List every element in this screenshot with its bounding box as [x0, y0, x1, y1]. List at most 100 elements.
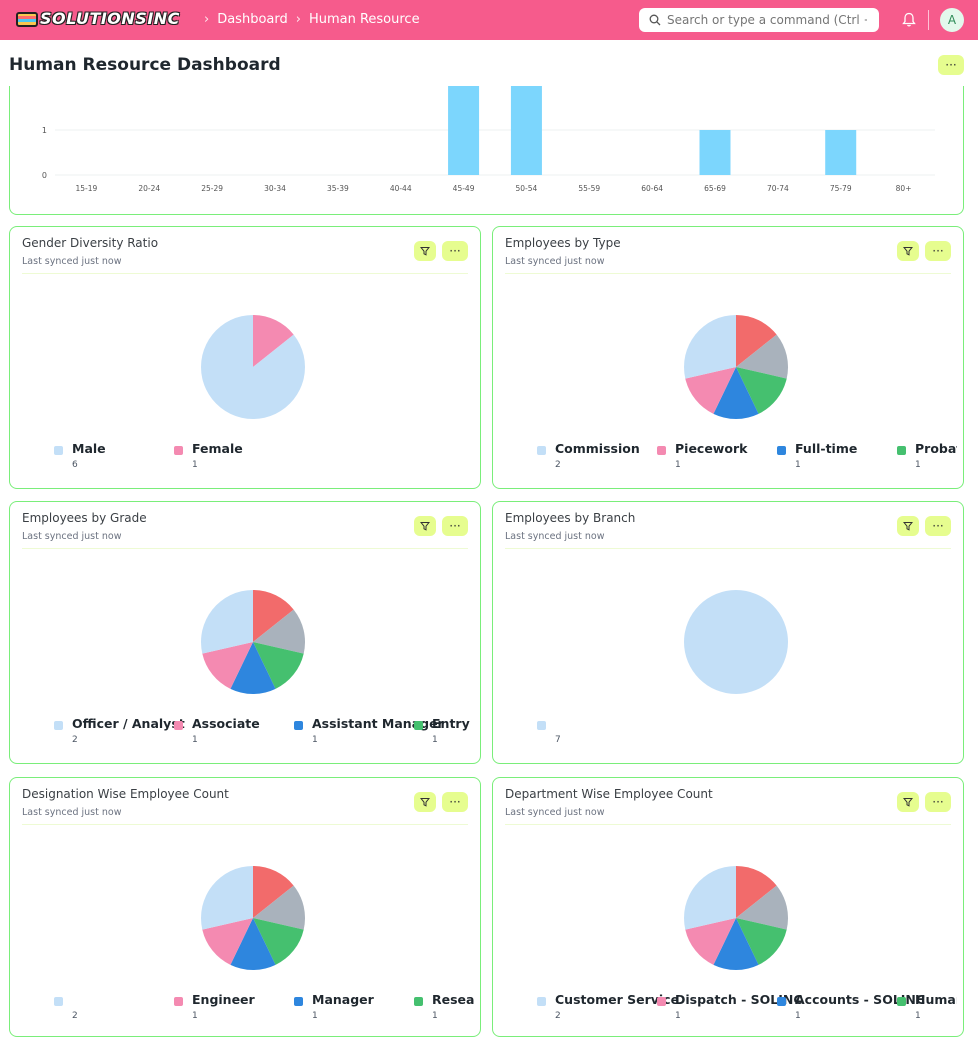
chart-card: Employees by Grade Last synced just now ··… [9, 501, 481, 764]
chart-legend: Customer Service 2 Dispatch - SOLINC 1 Accou… [537, 992, 957, 1032]
logo-text: SOLUTIONSINC [40, 9, 180, 28]
legend-swatch [174, 997, 183, 1006]
pie-slice[interactable] [253, 315, 294, 367]
pie-slice[interactable] [713, 367, 759, 419]
pie-slice[interactable] [230, 642, 276, 694]
pie-slice[interactable] [201, 315, 305, 419]
pie-slice[interactable] [202, 642, 253, 689]
pie-slice[interactable] [713, 918, 759, 970]
pie-slice[interactable] [736, 918, 787, 965]
pie-slice[interactable] [685, 918, 736, 965]
card-actions: ··· [414, 241, 468, 261]
legend-value: 1 [432, 735, 438, 745]
breadcrumb-dashboard[interactable]: Dashboard [217, 12, 288, 27]
filter-button[interactable] [414, 792, 436, 812]
legend-value: 7 [555, 735, 561, 745]
pie-slice[interactable] [230, 918, 276, 970]
pie-slice[interactable] [684, 590, 788, 694]
card-more-button[interactable]: ··· [925, 241, 951, 261]
x-tick-label: 80+ [896, 184, 912, 193]
page-more-button[interactable]: ··· [938, 55, 964, 75]
pie-slice[interactable] [736, 367, 787, 414]
legend-swatch [294, 721, 303, 730]
logo-badge-icon [16, 12, 38, 27]
chart-legend: Commission 2 Piecework 1 Full-time 1 Probation… [537, 441, 957, 481]
pie-slice[interactable] [736, 866, 777, 918]
x-tick-label: 35-39 [327, 184, 349, 193]
pie-slice[interactable] [736, 334, 788, 379]
pie-slice[interactable] [202, 918, 253, 965]
chart-card: Department Wise Employee Count Last synce… [492, 777, 964, 1037]
x-tick-label: 30-34 [264, 184, 286, 193]
legend-value: 2 [555, 460, 561, 470]
pie-slice[interactable] [736, 885, 788, 930]
legend-label: Probation [915, 441, 957, 456]
search-icon [649, 14, 661, 26]
x-tick-label: 20-24 [138, 184, 160, 193]
legend-value: 1 [312, 1011, 318, 1021]
card-more-button[interactable]: ··· [925, 792, 951, 812]
pie-slice[interactable] [253, 866, 294, 918]
legend-label: Accounts - SOLINC [795, 992, 926, 1007]
legend-swatch [294, 997, 303, 1006]
legend-value: 1 [675, 1011, 681, 1021]
breadcrumb-human-resource[interactable]: Human Resource [308, 12, 420, 27]
filter-icon [420, 522, 430, 531]
notification-bell-icon[interactable] [902, 12, 916, 28]
pie-slice[interactable] [201, 866, 253, 930]
chart-legend: Male 6 Female 1 [54, 441, 474, 481]
x-tick-label: 60-64 [641, 184, 663, 193]
card-more-button[interactable]: ··· [442, 516, 468, 536]
x-tick-label: 75-79 [830, 184, 852, 193]
pie-slice[interactable] [684, 315, 736, 379]
search-bar[interactable] [639, 8, 879, 32]
x-tick-label: 25-29 [201, 184, 223, 193]
bar-45-49[interactable] [448, 86, 480, 175]
legend-swatch [174, 446, 183, 455]
avatar[interactable]: A [940, 8, 964, 32]
pie-slice[interactable] [253, 885, 305, 930]
card-actions: ··· [897, 241, 951, 261]
legend-label: Officer / Analyst [72, 716, 185, 731]
legend-label: Engineer [192, 992, 255, 1007]
card-more-button[interactable]: ··· [442, 241, 468, 261]
pie-chart [201, 315, 305, 419]
filter-button[interactable] [897, 241, 919, 261]
legend-value: 1 [675, 460, 681, 470]
legend-label: Male [72, 441, 106, 456]
navbar: SOLUTIONSINC › Dashboard › Human Resourc… [0, 0, 978, 40]
card-title: Employees by Type [505, 236, 621, 250]
pie-chart [684, 315, 788, 419]
bar-65-69[interactable] [699, 130, 731, 175]
legend-label: Female [192, 441, 243, 456]
card-more-button[interactable]: ··· [925, 516, 951, 536]
card-title: Department Wise Employee Count [505, 787, 713, 801]
card-more-button[interactable]: ··· [442, 792, 468, 812]
chevron-right-icon: › [204, 12, 210, 27]
bar-75-79[interactable] [825, 130, 857, 175]
pie-slice[interactable] [253, 642, 304, 689]
pie-slice[interactable] [253, 918, 304, 965]
x-tick-label: 65-69 [704, 184, 726, 193]
pie-slice[interactable] [253, 590, 294, 642]
bar-50-54[interactable] [510, 86, 542, 175]
legend-value: 2 [555, 1011, 561, 1021]
app-logo[interactable]: SOLUTIONSINC [16, 9, 192, 31]
filter-button[interactable] [414, 516, 436, 536]
search-input[interactable] [667, 13, 867, 27]
pie-slice[interactable] [253, 609, 305, 654]
pie-slice[interactable] [736, 315, 777, 367]
filter-button[interactable] [414, 241, 436, 261]
pie-slice[interactable] [684, 866, 736, 930]
pie-slice[interactable] [201, 590, 253, 654]
legend-label: Associate [192, 716, 260, 731]
legend-label: Human Resources [915, 992, 957, 1007]
card-actions: ··· [897, 516, 951, 536]
filter-button[interactable] [897, 792, 919, 812]
pie-slice[interactable] [685, 367, 736, 414]
legend-value: 2 [72, 735, 78, 745]
legend-label: Full-time [795, 441, 858, 456]
filter-button[interactable] [897, 516, 919, 536]
legend-swatch [537, 446, 546, 455]
legend-swatch [414, 721, 423, 730]
